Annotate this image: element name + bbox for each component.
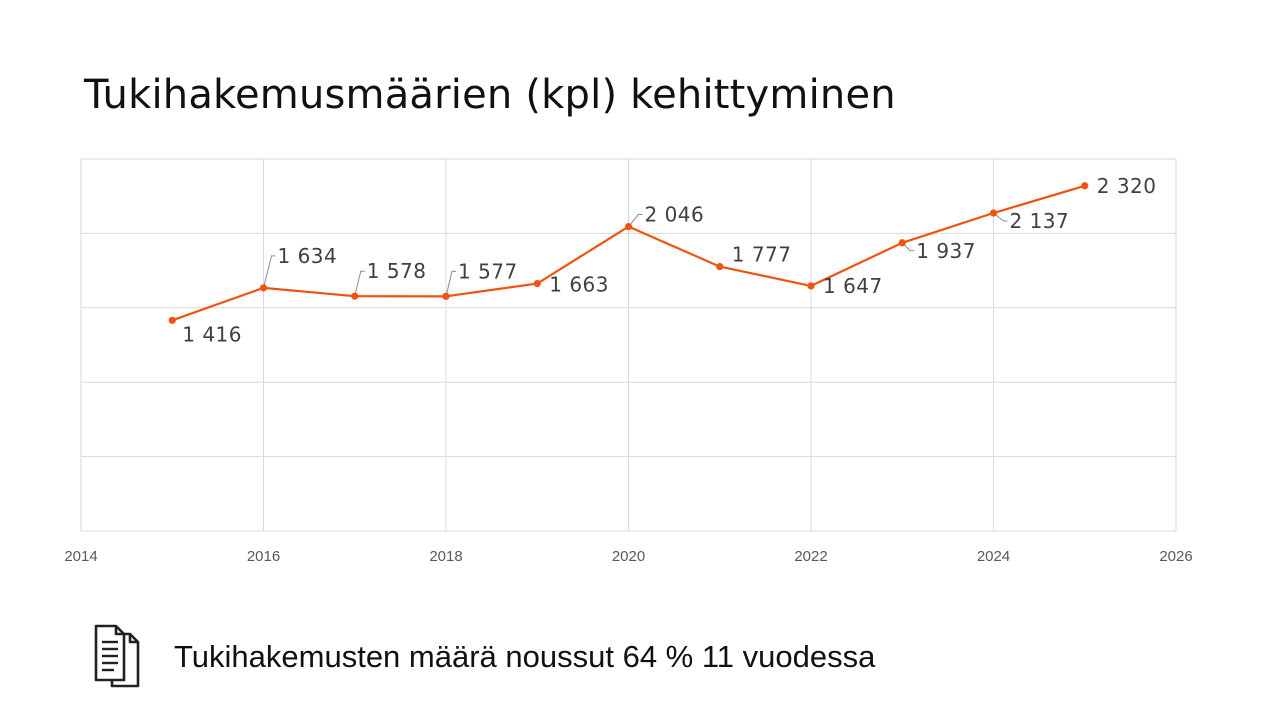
data-label: 1 937 — [916, 239, 976, 263]
x-tick-label: 2016 — [247, 548, 280, 565]
data-label-leader — [445, 270, 456, 297]
x-tick-label: 2024 — [977, 548, 1010, 565]
data-label: 1 634 — [278, 244, 338, 268]
x-axis-ticks: 2014 2016 2018 2020 2022 2024 2026 — [64, 548, 1192, 565]
data-point — [989, 209, 998, 217]
chart-title: Tukihakemusmäärien (kpl) kehittyminen — [84, 72, 896, 118]
footer-callout: Tukihakemusten määrä noussut 64 % 11 vuo… — [92, 624, 875, 690]
data-label-leader — [993, 212, 1008, 222]
data-point — [351, 292, 359, 300]
data-label-leaders — [263, 212, 1008, 297]
data-point — [442, 292, 450, 300]
data-label-leader — [354, 270, 365, 297]
data-label-leader — [901, 242, 915, 252]
gridlines — [80, 158, 1177, 532]
data-label: 2 137 — [1010, 209, 1070, 233]
data-point — [898, 239, 906, 247]
data-labels: 1 416 1 634 1 578 1 577 1 663 2 046 1 777 1 647… — [182, 174, 1156, 347]
data-point — [807, 282, 815, 290]
data-label: 1 647 — [823, 274, 883, 298]
data-point — [1081, 182, 1089, 190]
footer-text: Tukihakemusten määrä noussut 64 % 11 vuo… — [174, 639, 876, 674]
data-label-leader — [263, 255, 276, 288]
data-point — [168, 316, 176, 324]
x-tick-label: 2026 — [1159, 548, 1192, 565]
data-label: 1 578 — [367, 259, 427, 283]
x-tick-label: 2020 — [612, 548, 645, 565]
x-tick-label: 2018 — [429, 548, 462, 565]
data-label: 1 777 — [732, 243, 792, 267]
data-label: 1 577 — [458, 259, 518, 283]
data-point — [533, 279, 541, 288]
data-label: 2 046 — [645, 203, 705, 227]
data-point — [259, 284, 268, 292]
document-icon — [94, 624, 140, 688]
data-label: 1 663 — [549, 273, 609, 297]
data-label: 2 320 — [1097, 174, 1157, 198]
data-label: 1 416 — [182, 322, 242, 346]
series-points — [168, 182, 1089, 324]
data-point — [716, 262, 724, 271]
x-tick-label: 2014 — [64, 548, 97, 565]
data-point — [624, 222, 633, 231]
data-label-leader — [628, 214, 643, 227]
x-tick-label: 2022 — [794, 548, 827, 565]
